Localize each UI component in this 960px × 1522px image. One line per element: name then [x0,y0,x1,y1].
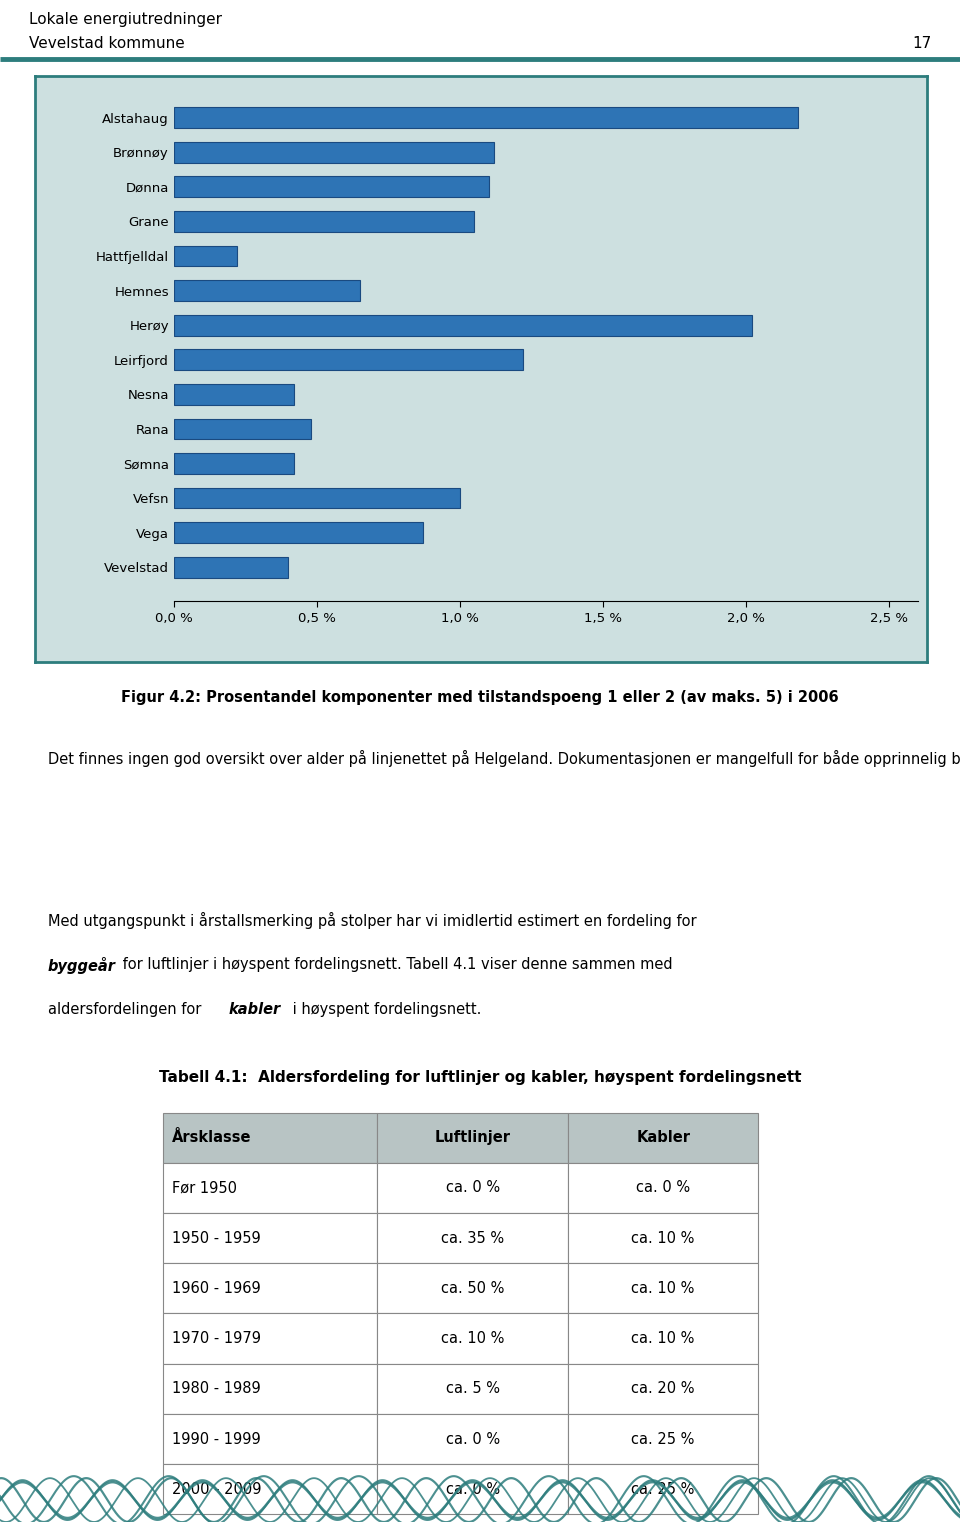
Bar [568,1313,758,1364]
Bar [568,1364,758,1414]
Bar [163,1313,377,1364]
Bar [377,1313,568,1364]
Text: 1950 - 1959: 1950 - 1959 [172,1231,261,1245]
Text: byggeår: byggeår [48,957,116,974]
Text: Med utgangspunkt i årstallsmerking på stolper har vi imidlertid estimert en ford: Med utgangspunkt i årstallsmerking på st… [48,912,697,930]
Text: Før 1950: Før 1950 [172,1181,237,1195]
Bar [174,315,752,335]
Text: Det finnes ingen god oversikt over alder på linjenettet på Helgeland. Dokumentas: Det finnes ingen god oversikt over alder… [48,750,960,767]
Text: ca. 35 %: ca. 35 % [442,1231,504,1245]
Bar [377,1364,568,1414]
Text: 1960 - 1969: 1960 - 1969 [172,1282,261,1295]
Bar [174,107,798,128]
Text: ca. 10 %: ca. 10 % [441,1332,504,1345]
Text: ca. 10 %: ca. 10 % [632,1282,695,1295]
Text: Lokale energiutredninger: Lokale energiutredninger [29,12,222,27]
Text: Årsklasse: Årsklasse [172,1131,252,1145]
Bar [174,280,360,301]
Bar [174,522,422,543]
Bar [163,1213,377,1263]
Bar [163,1464,377,1514]
Bar [174,419,311,440]
Bar [163,1163,377,1213]
Text: 2000 - 2009: 2000 - 2009 [172,1482,262,1496]
Bar [174,384,294,405]
Text: aldersfordelingen for: aldersfordelingen for [48,1003,206,1017]
Text: kabler: kabler [228,1003,281,1017]
Bar [568,1163,758,1213]
Text: ca. 50 %: ca. 50 % [441,1282,504,1295]
Bar [377,1213,568,1263]
Text: ca. 0 %: ca. 0 % [445,1181,500,1195]
Bar [174,487,460,508]
Text: for luftlinjer i høyspent fordelingsnett. Tabell 4.1 viser denne sammen med: for luftlinjer i høyspent fordelingsnett… [117,957,672,973]
Text: 1980 - 1989: 1980 - 1989 [172,1382,261,1396]
Bar [163,1263,377,1313]
Bar [377,1163,568,1213]
Text: ca. 10 %: ca. 10 % [632,1231,695,1245]
Text: ca. 5 %: ca. 5 % [445,1382,500,1396]
Text: ca. 0 %: ca. 0 % [636,1181,690,1195]
Bar [377,1263,568,1313]
Bar [568,1263,758,1313]
Bar [377,1414,568,1464]
Text: ca. 20 %: ca. 20 % [632,1382,695,1396]
Bar [377,1113,568,1163]
Text: ca. 10 %: ca. 10 % [632,1332,695,1345]
Bar [174,212,474,231]
Text: Tabell 4.1:  Aldersfordeling for luftlinjer og kabler, høyspent fordelingsnett: Tabell 4.1: Aldersfordeling for luftlinj… [158,1070,802,1085]
Text: Kabler: Kabler [636,1131,690,1145]
Bar [174,557,288,578]
Bar [174,245,237,266]
Bar [568,1414,758,1464]
Bar [568,1113,758,1163]
Bar [568,1213,758,1263]
Text: ca. 0 %: ca. 0 % [445,1482,500,1496]
Text: 1970 - 1979: 1970 - 1979 [172,1332,261,1345]
Bar [174,454,294,473]
Bar [163,1414,377,1464]
Bar [174,142,494,163]
Text: ca. 25 %: ca. 25 % [632,1432,695,1446]
Bar [174,177,489,198]
Text: Vevelstad kommune: Vevelstad kommune [29,37,184,52]
Text: Luftlinjer: Luftlinjer [435,1131,511,1145]
Text: Figur 4.2: Prosentandel komponenter med tilstandspoeng 1 eller 2 (av maks. 5) i : Figur 4.2: Prosentandel komponenter med … [121,689,839,705]
Text: ca. 25 %: ca. 25 % [632,1482,695,1496]
Text: ca. 0 %: ca. 0 % [445,1432,500,1446]
Text: 17: 17 [912,37,931,52]
Bar [568,1464,758,1514]
Bar [163,1364,377,1414]
Bar [377,1464,568,1514]
Text: i høyspent fordelingsnett.: i høyspent fordelingsnett. [288,1003,482,1017]
Text: 1990 - 1999: 1990 - 1999 [172,1432,261,1446]
Bar [174,350,523,370]
Bar [163,1113,377,1163]
